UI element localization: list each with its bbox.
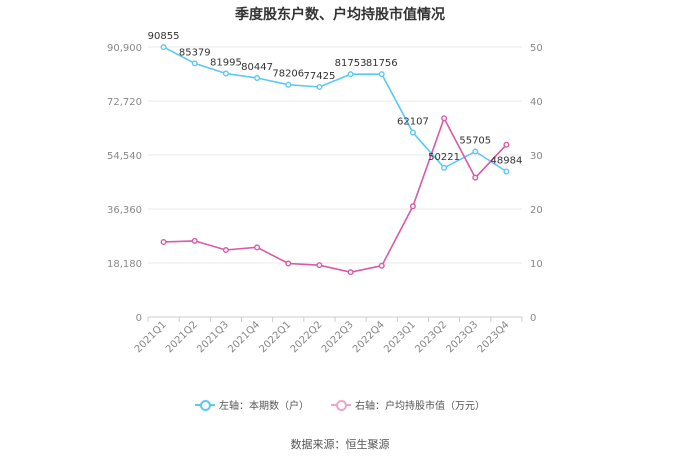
data-label: 48984	[491, 156, 523, 167]
data-point-right	[472, 174, 479, 181]
data-label: 78206	[272, 69, 304, 80]
x-tick-label: 2023Q2	[413, 319, 449, 355]
x-tick-label: 2021Q2	[164, 319, 200, 355]
x-tick-label: 2022Q1	[258, 319, 294, 355]
right-tick-label: 10	[530, 259, 543, 270]
data-point-right	[160, 238, 167, 245]
right-axis: 0 10 20 30 40 50	[530, 43, 543, 324]
left-tick-label: 90,900	[107, 43, 142, 54]
data-label: 81756	[366, 58, 398, 69]
legend-label-right-series: 右轴：户均持股市值（万元）	[355, 401, 485, 412]
x-tick-label: 2022Q2	[289, 319, 325, 355]
data-point-right	[503, 141, 510, 148]
data-point-left	[160, 44, 167, 51]
data-point-left	[316, 84, 323, 91]
data-point-right	[441, 115, 448, 122]
x-tick-label: 2022Q4	[351, 319, 387, 355]
data-label: 62107	[397, 117, 429, 128]
data-label: 81995	[210, 57, 242, 68]
data-label: 85379	[179, 47, 211, 58]
data-label: 55705	[459, 136, 491, 147]
legend-swatch-blue	[195, 399, 215, 411]
data-label: 90855	[148, 31, 180, 42]
data-point-left	[285, 81, 292, 88]
data-point-left	[347, 71, 354, 78]
series-lines	[160, 44, 510, 276]
legend-swatch-pink	[331, 399, 351, 411]
left-tick-label: 18,180	[107, 259, 142, 270]
data-point-right	[316, 262, 323, 269]
series-line-right	[163, 116, 507, 274]
right-tick-label: 30	[530, 151, 543, 162]
left-tick-label: 54,540	[107, 151, 142, 162]
data-point-left	[472, 148, 479, 155]
right-tick-label: 50	[530, 43, 543, 54]
right-tick-label: 40	[530, 97, 543, 108]
x-tick-label: 2021Q3	[195, 319, 231, 355]
data-source: 数据来源：恒生聚源	[290, 438, 390, 451]
right-tick-label: 20	[530, 205, 543, 216]
x-tick-label: 2021Q1	[133, 319, 169, 355]
left-axis: 0 18,180 36,360 54,540 72,720 90,900	[107, 43, 142, 324]
x-axis: 2021Q12021Q22021Q32021Q42022Q12022Q22022…	[133, 317, 523, 355]
legend-label-left-series: 左轴：本期数（户）	[219, 401, 309, 412]
left-tick-label: 0	[136, 313, 142, 324]
data-point-right	[347, 269, 354, 276]
data-point-right	[254, 244, 261, 251]
data-label: 80447	[241, 62, 273, 73]
data-point-right	[409, 203, 416, 210]
x-tick-label: 2023Q3	[445, 319, 481, 355]
data-point-right	[222, 247, 229, 254]
data-label: 81753	[335, 58, 367, 69]
data-label: 50221	[428, 152, 460, 163]
data-point-left	[409, 129, 416, 136]
x-tick-label: 2021Q4	[226, 319, 262, 355]
data-point-left	[191, 60, 198, 67]
right-tick-label: 0	[530, 313, 536, 324]
data-point-left	[254, 75, 261, 82]
data-label: 77425	[304, 71, 336, 82]
x-tick-label: 2023Q4	[476, 319, 512, 355]
grid-lines	[148, 46, 522, 318]
data-point-left	[378, 71, 385, 78]
data-point-right	[378, 262, 385, 269]
data-point-right	[285, 260, 292, 267]
legend-item-left-series[interactable]: 左轴：本期数（户）	[195, 397, 309, 412]
legend-item-right-series[interactable]: 右轴：户均持股市值（万元）	[331, 397, 485, 412]
data-point-left	[222, 70, 229, 77]
chart-title: 季度股东户数、户均持股市值情况	[235, 7, 445, 23]
x-tick-label: 2023Q1	[382, 319, 418, 355]
left-tick-label: 36,360	[107, 205, 142, 216]
series-line-left	[163, 46, 507, 173]
data-point-right	[191, 237, 198, 244]
legend: 左轴：本期数（户） 右轴：户均持股市值（万元）	[0, 397, 680, 412]
data-point-left	[441, 164, 448, 171]
x-tick-label: 2022Q3	[320, 319, 356, 355]
left-tick-label: 72,720	[107, 97, 142, 108]
data-point-left	[503, 168, 510, 175]
